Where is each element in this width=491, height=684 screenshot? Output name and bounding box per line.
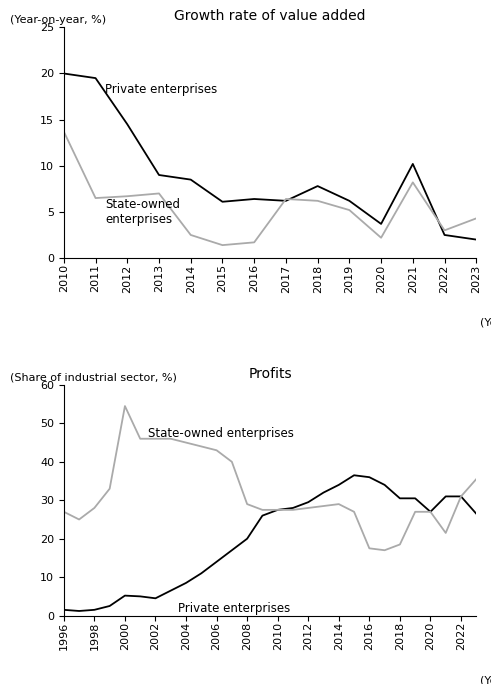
Text: Private enterprises: Private enterprises: [178, 602, 291, 615]
Text: (Year): (Year): [480, 675, 491, 684]
Title: Profits: Profits: [248, 367, 292, 381]
Text: (Year): (Year): [480, 317, 491, 328]
Text: (Year-on-year, %): (Year-on-year, %): [10, 15, 107, 25]
Title: Growth rate of value added: Growth rate of value added: [174, 10, 366, 23]
Text: (Share of industrial sector, %): (Share of industrial sector, %): [10, 373, 177, 382]
Text: State-owned
enterprises: State-owned enterprises: [105, 198, 180, 226]
Text: State-owned enterprises: State-owned enterprises: [148, 428, 294, 440]
Text: Private enterprises: Private enterprises: [105, 83, 218, 96]
